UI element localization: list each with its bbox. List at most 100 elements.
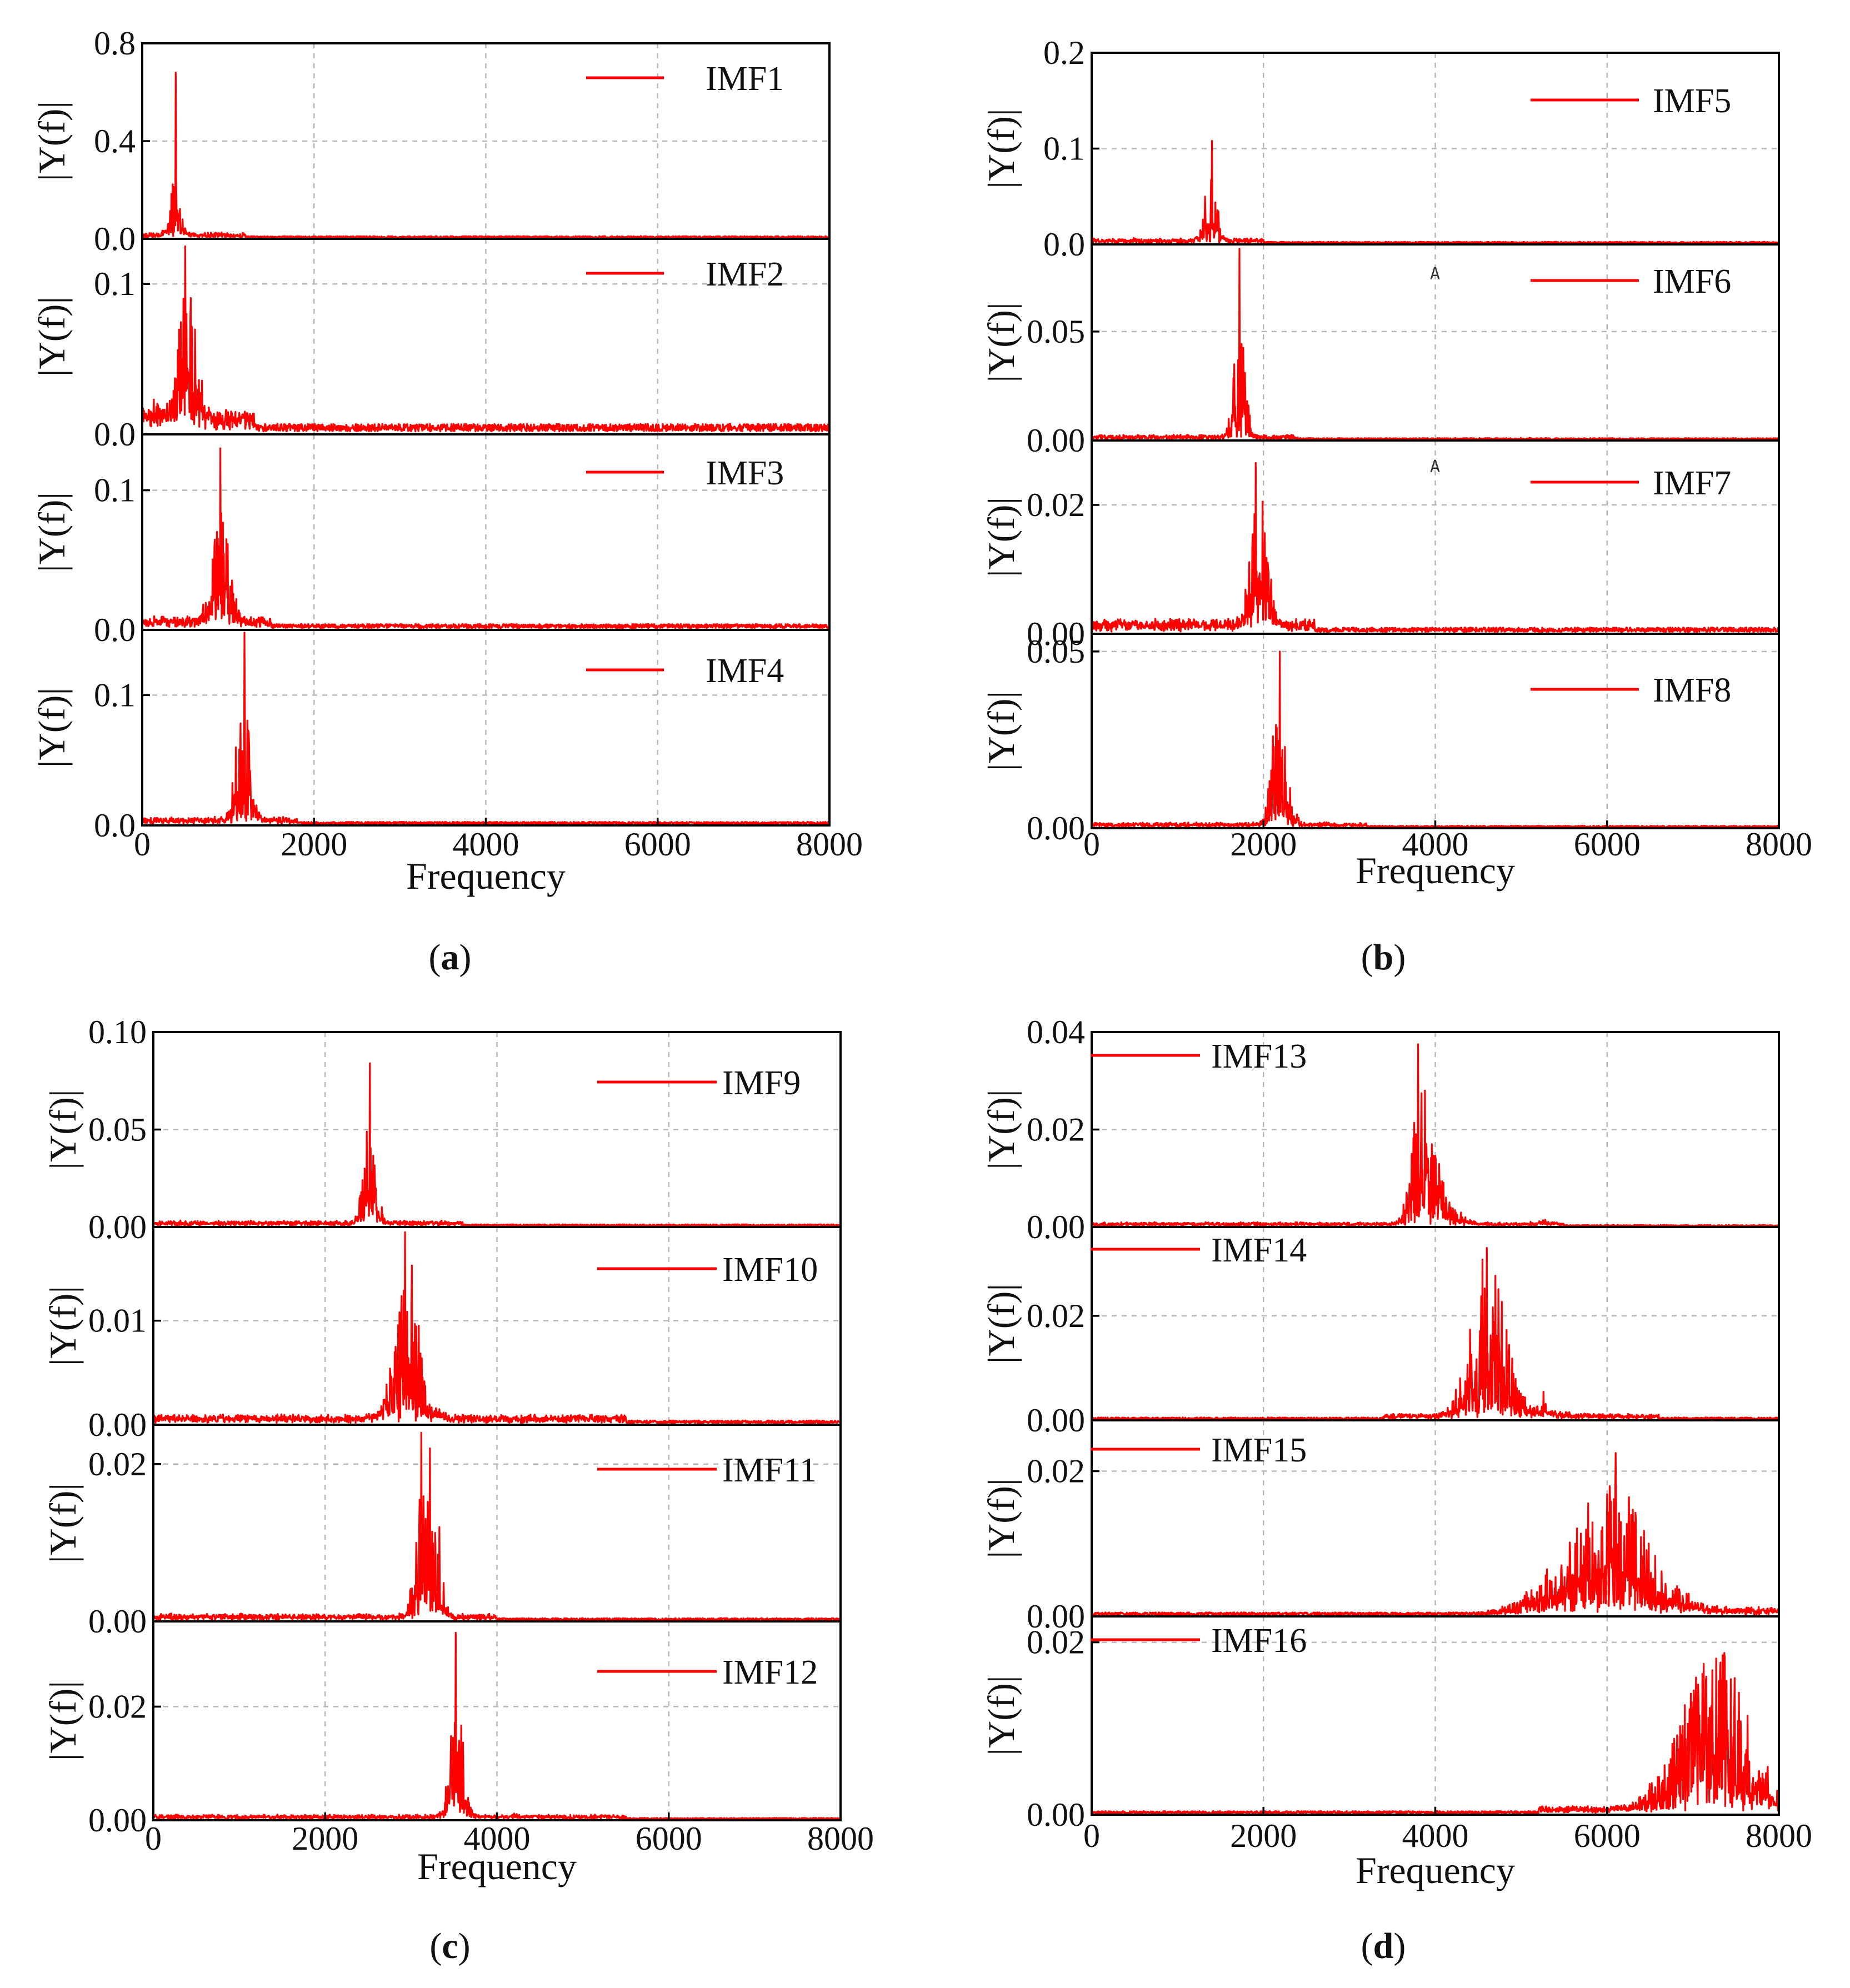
spectrum-line-imf3 [141,447,830,629]
y-tick-label: 0.00 [1027,422,1085,459]
y-tick-label: 0.00 [1027,1796,1085,1833]
subplot-imf15: 0.00 0.02|Y(f)| IMF15 [980,1419,1780,1635]
subplot-imf5: 0.0 0.1 0.2 |Y(f)| IMF5 [980,34,1780,263]
y-tick-label: 0.05 [1027,633,1085,670]
panel-caption: (a) [429,937,472,978]
y-tick-label: 0.02 [1027,1453,1085,1490]
x-tick-label: 0 [145,1820,162,1857]
y-axis-label: |Y(f)| [980,497,1022,577]
y-tick-label: 0.0 [1043,226,1085,263]
spectrum-line-imf7 [1091,462,1780,633]
x-axis-label: Frequency [406,855,566,897]
legend-label: IMF2 [706,256,784,293]
y-tick-label: 0.00 [88,1802,147,1839]
x-tick-label: 8000 [796,826,863,863]
legend-label: IMF13 [1211,1038,1307,1075]
subplot-imf7: 0.00 0.02|Y(f)| IMF7 [980,439,1780,652]
x-tick-label: 6000 [1574,1817,1641,1854]
y-tick-label: 0.00 [1027,1598,1085,1635]
spectrum-line-imf14 [1091,1247,1779,1421]
spectrum-line-imf6 [1091,248,1780,441]
x-tick-label: 0 [1083,826,1100,863]
legend-label: IMF14 [1211,1231,1307,1269]
y-axis-label: |Y(f)| [42,1681,84,1761]
x-axis-label: Frequency [1356,1849,1515,1891]
x-tick-label: 2000 [1230,1817,1297,1854]
subplot-imf12: 0.00 0.02|Y(f)| IMF12 [42,1620,842,1839]
y-tick-label: 0.04 [1027,1014,1085,1050]
y-tick-label: 0.1 [94,266,136,302]
y-tick-label: 0.0 [94,612,136,648]
y-axis-label: |Y(f)| [980,1675,1022,1755]
y-tick-label: 0.00 [88,1603,147,1640]
x-tick-label: 0 [1083,1817,1100,1854]
y-axis-label: |Y(f)| [980,1089,1022,1169]
subplot-imf2: 0.0 0.1 |Y(f)| IMF2 [31,238,831,453]
legend-label: IMF4 [706,652,784,690]
subplot-imf8: 0.00 0.05|Y(f)| IMF8 [980,633,1780,847]
plot-frame [152,1620,842,1821]
spectrum-line-imf11 [152,1431,842,1621]
y-tick-label: 0.02 [1027,1624,1085,1661]
subplot-imf13: 0.00 0.02 0.04 |Y(f)| IMF13 [980,1014,1780,1245]
legend-label: IMF16 [1211,1622,1307,1660]
panel-b: 0.00.10.2|Y(f)|IMF50.000.05|Y(f)|IMF60.0… [980,34,1812,978]
subplot-imf1: 0.0 0.4 0.8 |Y(f)| IMF1 [31,25,831,257]
spectrum-line-imf5 [1091,140,1780,245]
legend-label: IMF3 [706,454,784,492]
y-axis-label: |Y(f)| [31,688,73,768]
x-tick-label: 2000 [292,1820,358,1857]
y-axis-label: |Y(f)| [980,108,1022,188]
y-axis-label: |Y(f)| [42,1483,84,1563]
x-tick-label: 8000 [1746,826,1812,863]
legend-label: IMF9 [722,1064,801,1102]
subplot-imf14: 0.00 0.02|Y(f)| IMF14 [980,1226,1780,1439]
x-tick-label: 4000 [1402,1817,1469,1854]
subplot-imf11: 0.00 0.02|Y(f)| IMF11 [42,1424,842,1640]
y-tick-label: 0.02 [1027,487,1085,523]
x-tick-label: 8000 [807,1820,874,1857]
spectrum-line-imf9 [152,1062,841,1228]
y-axis-label: |Y(f)| [980,1284,1022,1364]
y-tick-label: 0.00 [1027,1402,1085,1439]
spectrum-line-imf10 [152,1231,842,1425]
panel-caption: (b) [1361,937,1406,978]
y-tick-label: 0.1 [1043,131,1085,167]
legend-label: IMF5 [1653,82,1731,120]
legend-label: IMF15 [1211,1431,1307,1469]
x-tick-label: 6000 [636,1820,702,1857]
subplot-imf3: 0.0 0.1 |Y(f)| IMF3 [31,433,831,648]
y-tick-label: 0.1 [94,677,136,713]
legend-label: IMF7 [1653,464,1731,502]
subplot-imf6: 0.00 0.05|Y(f)| IMF6 [980,243,1780,459]
plot-frame [1091,633,1780,829]
panel-d: 0.000.020.04|Y(f)|IMF130.000.02|Y(f)|IMF… [980,1014,1812,1966]
x-tick-label: 8000 [1746,1817,1812,1854]
subplot-imf16: 0.00 0.02|Y(f)| IMF16 [980,1615,1780,1833]
x-tick-label: 6000 [1574,826,1641,863]
y-tick-label: 0.01 [88,1303,147,1339]
y-tick-label: 0.0 [94,221,136,257]
legend-label: IMF10 [722,1251,818,1289]
x-tick-label: 4000 [453,826,519,863]
legend-label: IMF12 [722,1654,818,1691]
y-tick-label: 0.1 [94,472,136,509]
y-tick-label: 0.00 [1027,1209,1085,1245]
y-tick-label: 0.2 [1043,34,1085,71]
x-tick-label: 4000 [1402,826,1469,863]
panel-caption: (c) [429,1926,470,1966]
y-axis-label: |Y(f)| [31,492,73,572]
y-tick-label: 0.02 [1027,1298,1085,1334]
y-tick-label: 0.02 [88,1688,147,1725]
legend-label: IMF6 [1653,263,1731,301]
panel-c: 0.000.050.10|Y(f)|IMF90.000.01|Y(f)|IMF1… [42,1014,874,1966]
y-tick-label: 0.0 [94,807,136,844]
y-axis-label: |Y(f)| [980,1478,1022,1558]
x-axis-label: Frequency [1356,849,1515,892]
y-tick-label: 0.00 [88,1209,147,1245]
x-tick-label: 6000 [624,826,691,863]
y-tick-label: 0.05 [1027,313,1085,350]
x-tick-label: 0 [134,826,151,863]
y-tick-label: 0.02 [1027,1111,1085,1148]
spectrum-line-imf2 [141,245,831,433]
